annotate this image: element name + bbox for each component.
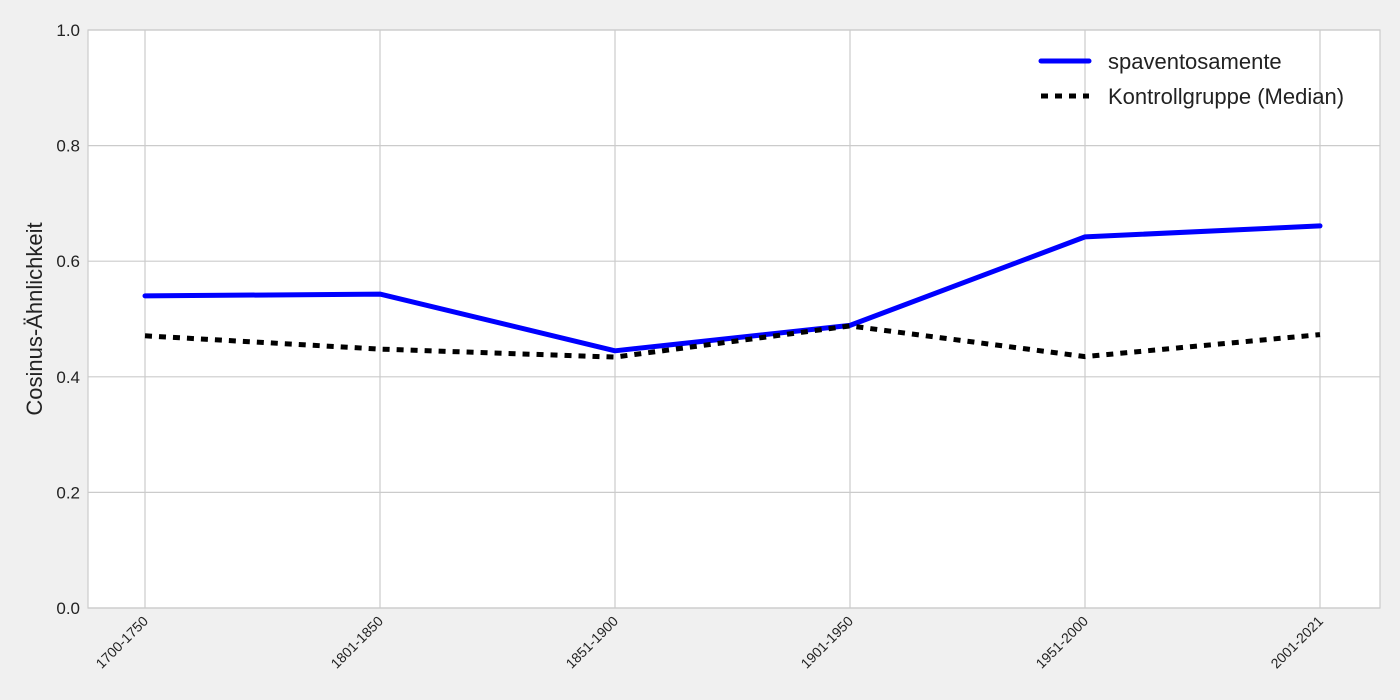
series-lines: [142, 223, 1323, 360]
x-tick-label: 1801-1850: [327, 613, 386, 672]
y-tick-label: 0.8: [56, 137, 80, 156]
plot-frame: [87, 29, 1381, 609]
y-tick-label: 1.0: [56, 21, 80, 40]
y-axis-label: Cosinus-Ähnlichkeit: [22, 222, 47, 415]
x-tick-label: 1951-2000: [1032, 613, 1091, 672]
x-tick-label: 1851-1900: [562, 613, 621, 672]
x-tick-label: 2001-2021: [1267, 613, 1326, 672]
legend-label: Kontrollgruppe (Median): [1108, 84, 1344, 109]
y-tick-label: 0.2: [56, 483, 80, 502]
y-tick-labels: 0.0 0.2 0.4 0.6 0.8 1.0: [56, 21, 80, 618]
y-tick-label: 0.0: [56, 599, 80, 618]
legend: spaventosamente Kontrollgruppe (Median): [1038, 49, 1344, 109]
series-line: [142, 223, 1323, 354]
legend-label: spaventosamente: [1108, 49, 1282, 74]
x-tick-label: 1700-1750: [92, 613, 151, 672]
plot-background: [88, 30, 1380, 608]
series-line: [144, 323, 1321, 360]
x-tick-labels: 1700-1750 1801-1850 1851-1900 1901-1950 1951…: [92, 613, 1326, 672]
x-tick-label: 1901-1950: [797, 613, 856, 672]
y-tick-label: 0.6: [56, 252, 80, 271]
y-tick-label: 0.4: [56, 368, 80, 387]
